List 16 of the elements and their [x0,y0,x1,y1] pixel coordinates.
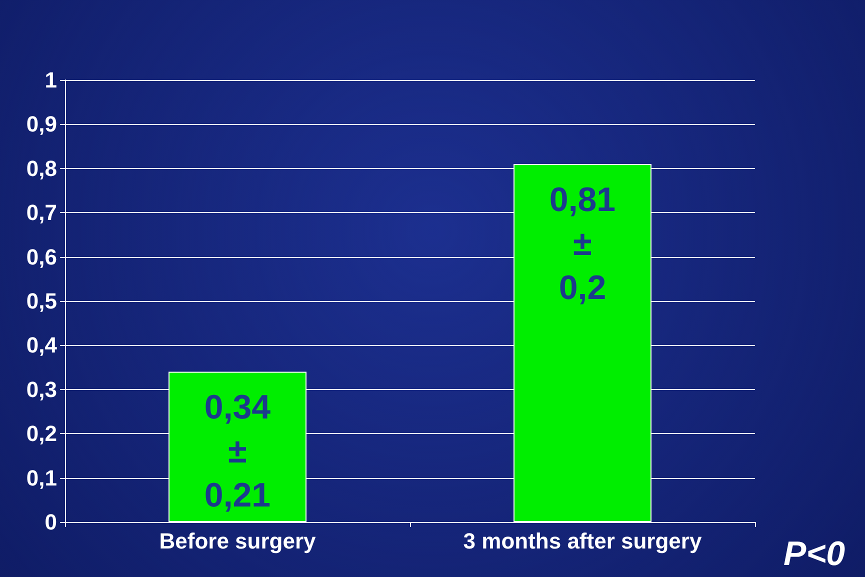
data-label: 0,34 ± 0,21 [204,388,271,515]
y-tick-label: 0,2 [26,421,57,446]
x-tick-label: 3 months after surgery [463,528,702,554]
x-tick-label: Before surgery [159,528,317,554]
y-tick-label: 0,3 [26,376,57,402]
text: P<0 [784,535,846,573]
y-tick-label: 0 [44,510,57,534]
y-tick-label: 0,8 [26,156,57,181]
y-tick-label: 0,6 [26,244,57,270]
y-tick-label: 1 [44,68,57,92]
data-label: 0,81 ± 0,2 [549,180,616,307]
y-tick-label: 0,1 [26,465,57,490]
y-tick-label: 0,9 [26,112,57,137]
y-tick-label: 0,5 [26,288,57,314]
y-tick-label: 0,7 [26,200,57,226]
y-tick-label: 0,4 [26,332,58,358]
